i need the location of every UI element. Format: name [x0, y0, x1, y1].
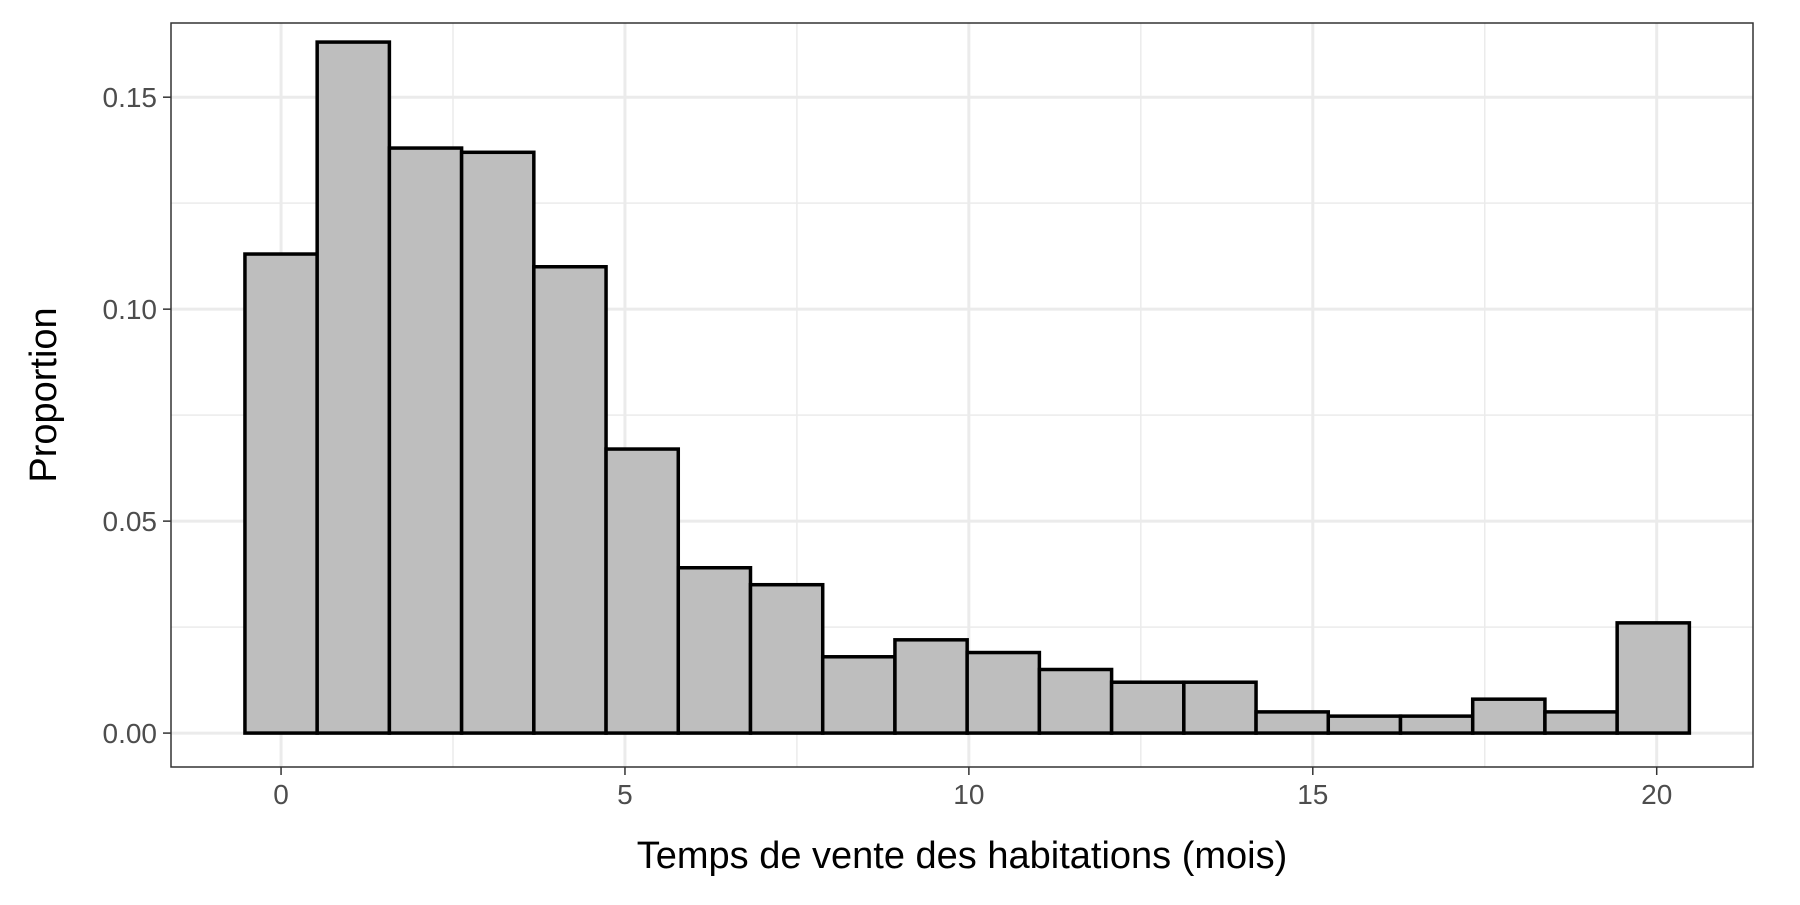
histogram-bar — [820, 655, 897, 735]
histogram-bar — [748, 582, 825, 735]
histogram-bar — [243, 252, 319, 735]
histogram-bars — [243, 40, 1692, 735]
x-tick-label: 15 — [1297, 779, 1328, 810]
plot-panel-border — [170, 22, 1754, 768]
histogram-bar — [532, 265, 608, 735]
histogram-bar — [1037, 667, 1114, 735]
histogram-bar — [1543, 710, 1619, 735]
x-tick-label: 0 — [273, 779, 289, 810]
histogram-bar — [676, 566, 753, 735]
histogram-bar — [1109, 680, 1186, 735]
histogram-bar — [1326, 714, 1403, 735]
y-tick-label: 0.05 — [103, 506, 158, 537]
histogram-bar — [1470, 697, 1547, 735]
histogram-bar — [1254, 710, 1331, 735]
x-tick-label: 5 — [617, 779, 633, 810]
y-axis-title: Proportion — [23, 307, 65, 482]
histogram-bar — [893, 638, 969, 735]
histogram-bar — [1615, 621, 1692, 735]
histogram-bar — [1182, 680, 1258, 735]
y-tick-label: 0.15 — [103, 82, 158, 113]
x-axis-title: Temps de vente des habitations (mois) — [637, 835, 1288, 877]
histogram-bar — [459, 150, 536, 735]
histogram-bar — [387, 146, 464, 735]
histogram-bar — [315, 40, 392, 735]
y-tick-label: 0.10 — [103, 294, 158, 325]
x-tick-label: 10 — [953, 779, 984, 810]
y-tick-label: 0.00 — [103, 718, 158, 749]
histogram-bar — [965, 650, 1042, 735]
axis-ticks: 0 5 10 15 20 0.00 0.05 0.10 0.15 — [103, 82, 1673, 810]
x-tick-label: 20 — [1641, 779, 1672, 810]
histogram-bar — [604, 447, 681, 735]
histogram-bar — [1398, 714, 1475, 735]
